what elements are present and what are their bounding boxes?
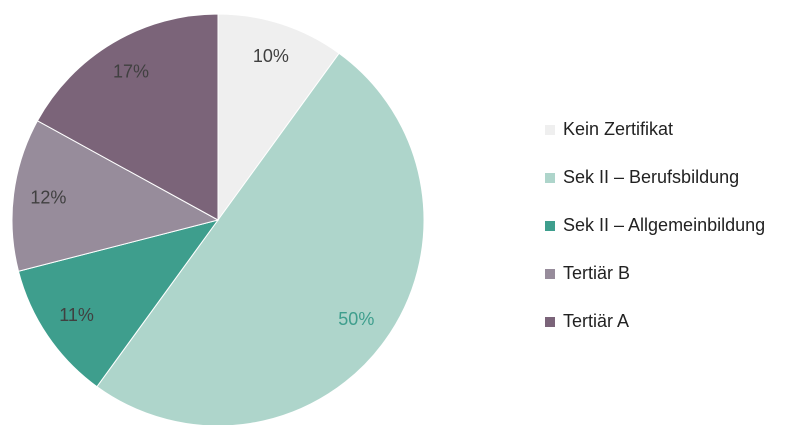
legend-swatch bbox=[545, 317, 555, 327]
pie-slice bbox=[11, 120, 220, 272]
legend-label: Tertiär A bbox=[563, 311, 629, 331]
slice-label: 12% bbox=[30, 187, 66, 207]
slice-label: 17% bbox=[113, 62, 149, 82]
slice-label: 11% bbox=[59, 305, 94, 325]
legend-label: Kein Zertifikat bbox=[563, 119, 673, 139]
pie-slice bbox=[217, 13, 340, 222]
pie-slice bbox=[96, 52, 425, 425]
legend-label: Sek II – Berufsbildung bbox=[563, 167, 739, 187]
legend-swatch bbox=[545, 125, 555, 135]
legend-swatch bbox=[545, 269, 555, 279]
slice-label: 10% bbox=[253, 46, 289, 66]
legend-label: Sek II – Allgemeinbildung bbox=[563, 215, 765, 235]
slice-label: 50% bbox=[338, 309, 374, 329]
pie-slice bbox=[17, 219, 220, 388]
legend-swatch bbox=[545, 221, 555, 231]
legend-swatch bbox=[545, 173, 555, 183]
legend-label: Tertiär B bbox=[563, 263, 630, 283]
pie-slice bbox=[36, 13, 219, 221]
